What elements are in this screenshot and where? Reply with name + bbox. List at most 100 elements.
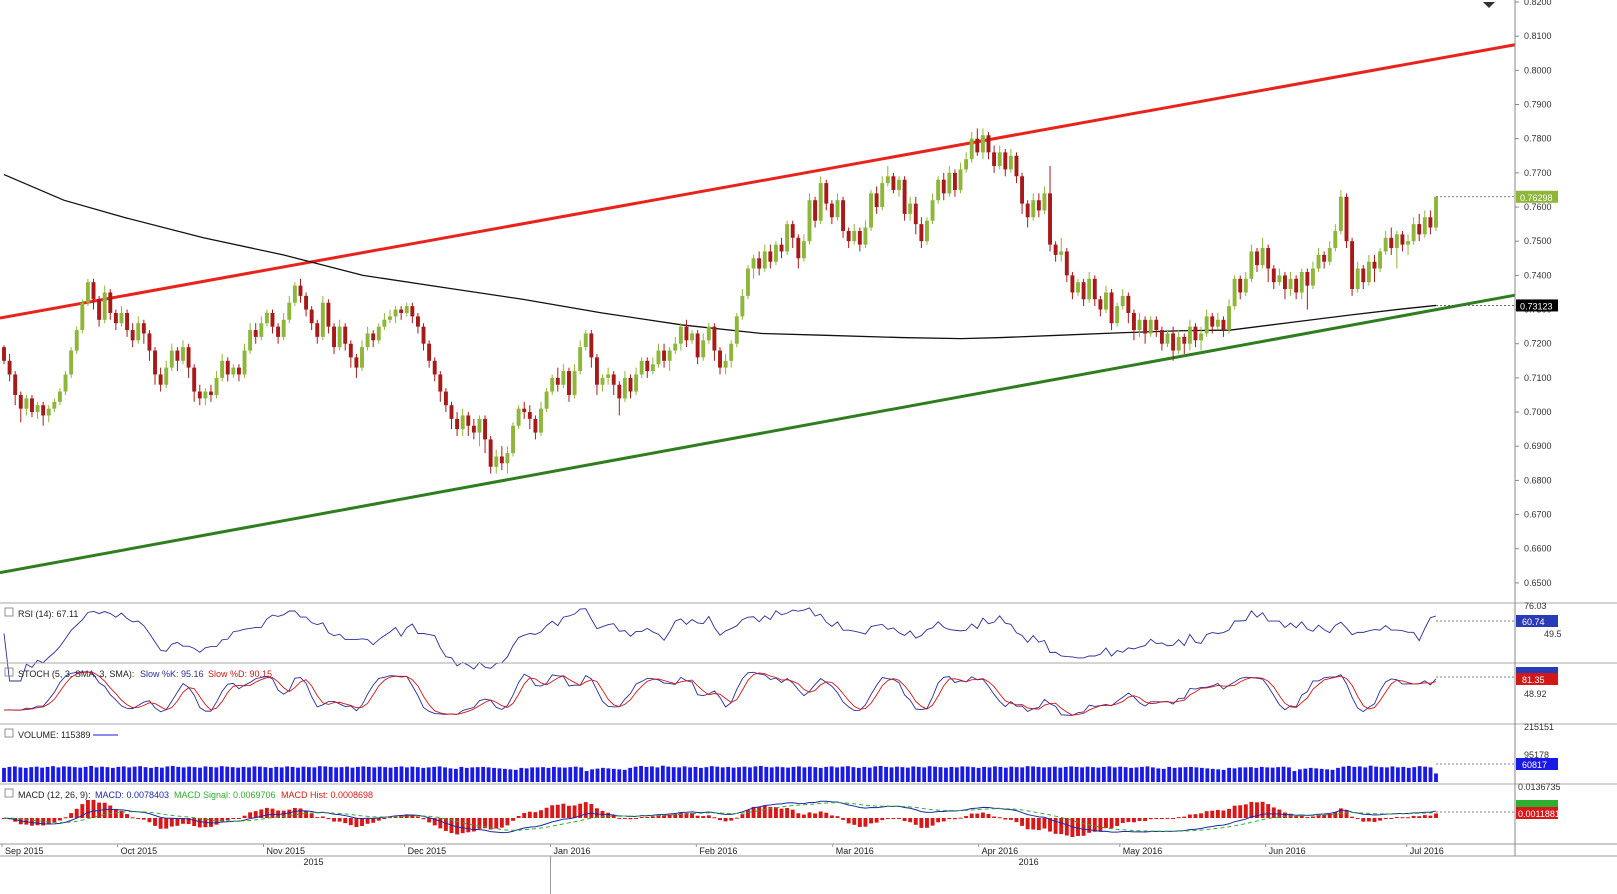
macd-hist-bar	[841, 818, 846, 820]
volume-bar	[1417, 766, 1422, 782]
volume-bar	[181, 767, 186, 782]
volume-bar	[682, 766, 687, 782]
volume-bar	[1390, 766, 1395, 782]
volume-bar	[432, 766, 437, 782]
macd-hist-bar	[30, 818, 34, 826]
volume-bar	[230, 767, 235, 782]
candle-body	[1059, 251, 1064, 255]
volume-bar	[1091, 767, 1095, 782]
macd-hist-bar	[360, 818, 364, 827]
candle-body	[488, 439, 493, 467]
volume-bar	[987, 767, 992, 782]
macd-hist-bar	[264, 807, 269, 818]
volume-bar	[405, 767, 409, 782]
candle-body	[773, 244, 778, 262]
volume-bar	[1063, 766, 1068, 782]
volume-bar	[312, 767, 317, 782]
candle-body	[734, 316, 739, 344]
candle-body	[1014, 155, 1019, 177]
macd-hist-bar	[919, 818, 924, 828]
volume-bar	[541, 767, 545, 782]
macd-hist-bar	[1131, 818, 1136, 823]
volume-bar	[753, 766, 758, 782]
candle-body	[97, 299, 102, 320]
volume-bar	[1199, 767, 1204, 782]
candle-body	[897, 179, 901, 190]
candle-body	[678, 326, 683, 344]
candle-body	[1171, 333, 1176, 351]
candle-body	[477, 418, 482, 433]
volume-bar	[334, 767, 339, 782]
volume-bar	[524, 768, 529, 782]
macd-hist-bar	[589, 803, 594, 818]
volume-bar	[949, 766, 954, 782]
close-panel-icon	[4, 788, 14, 798]
volume-bar	[1052, 766, 1057, 782]
candle-body	[1243, 278, 1248, 293]
candle-body	[69, 350, 74, 375]
macd-hist-bar	[880, 818, 885, 821]
volume-bar	[45, 766, 50, 782]
candle-body	[209, 391, 213, 395]
volume-bar	[1042, 767, 1046, 782]
candle-body	[270, 312, 275, 327]
macd-hist-bar	[102, 802, 107, 818]
candle-body	[1271, 268, 1276, 283]
macd-hist-bar	[175, 818, 180, 826]
rsi-line	[3, 607, 1437, 682]
candle-body	[650, 364, 655, 372]
macd-hist-bar	[332, 818, 336, 822]
volume-bar	[1336, 767, 1340, 782]
macd-hist-bar	[762, 805, 767, 818]
volume-bar	[769, 767, 774, 782]
macd-hist-bar	[611, 815, 616, 818]
month-label: Feb 2016	[699, 846, 737, 856]
candle-body	[857, 230, 862, 245]
macd-hist-bar	[74, 808, 79, 818]
candle-body	[192, 367, 197, 392]
macd-hist-bar	[550, 805, 555, 818]
macd-hist-bar	[925, 818, 929, 828]
candle-body	[41, 405, 46, 416]
candle-body	[1126, 295, 1131, 313]
candle-body	[1299, 271, 1304, 293]
macd-hist-bar	[936, 818, 941, 823]
macd-hist-bar	[1076, 818, 1080, 836]
volume-bar	[192, 767, 197, 782]
volume-bar	[633, 766, 638, 782]
volume-bar	[18, 767, 23, 782]
volume-bar	[1156, 768, 1161, 782]
volume-bar	[895, 766, 899, 782]
macd-hist-bar	[857, 818, 862, 827]
macd-hist-bar	[594, 808, 599, 818]
candle-body	[516, 408, 521, 426]
volume-bar	[1172, 767, 1177, 782]
macd-label-prefix: MACD (12, 26, 9):	[18, 790, 91, 800]
volume-bar	[448, 768, 453, 782]
volume-bar	[323, 766, 328, 782]
candle-body	[287, 302, 292, 320]
candle-body	[483, 418, 488, 440]
volume-bar	[1112, 767, 1117, 782]
candle-body	[1389, 237, 1394, 249]
volume-bar	[1134, 767, 1139, 782]
macd-hist-bar	[242, 815, 247, 818]
volume-bar	[737, 767, 741, 782]
volume-bar	[535, 767, 540, 782]
macd-hist-bar	[57, 818, 62, 821]
volume-label: VOLUME: 115389	[18, 730, 90, 740]
candle-body	[1137, 319, 1142, 331]
volume-bar	[437, 766, 442, 782]
candle-body	[824, 183, 829, 204]
macd-hist-bar	[1014, 818, 1019, 823]
candle-body	[113, 312, 118, 324]
dropdown-arrow-icon[interactable]	[1483, 2, 1495, 8]
macd-hist-bar	[253, 811, 258, 818]
macd-hist-bar	[578, 803, 583, 818]
volume-bar	[154, 766, 159, 782]
candle-body	[57, 391, 62, 402]
candle-body	[751, 258, 756, 269]
y-tick-label: 0.6900	[1524, 441, 1552, 451]
macd-hist-bar	[1294, 816, 1299, 818]
